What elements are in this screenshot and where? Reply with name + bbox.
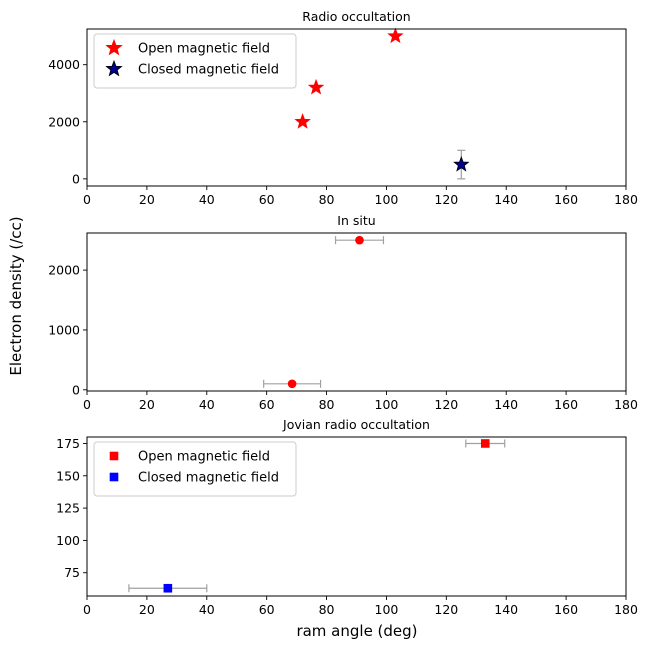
radio-occultation-xtick-label: 80 [319,192,335,207]
in-situ-xtick-label: 0 [83,397,91,412]
jovian-radio-occultation-xtick-label: 120 [434,602,458,617]
jovian-radio-occultation-ytick-label: 75 [64,565,80,580]
radio-occultation-ytick-label: 4000 [48,57,80,72]
in-situ-title: In situ [337,213,375,228]
in-situ-ytick-label: 2000 [48,263,80,278]
radio-occultation-xtick-label: 40 [199,192,215,207]
jovian-radio-occultation-frame [86,436,627,597]
radio-occultation-legend-label: Closed magnetic field [138,63,279,78]
jovian-radio-occultation-xtick-label: 140 [494,602,518,617]
jovian-radio-occultation-legend-label: Closed magnetic field [138,471,279,486]
jovian-radio-occultation-point [480,439,490,448]
figure-xlabel: ram angle (deg) [296,622,417,640]
radio-occultation-ytick-label: 0 [72,171,80,186]
jovian-radio-occultation-ytick-label: 175 [56,436,80,451]
radio-occultation-panel: Radio occultation 0 20 40 60 80 100 120 140 160 18… [48,9,638,207]
radio-occultation-ytick-label: 2000 [48,114,80,129]
radio-occultation-legend-label: Open magnetic field [138,42,270,57]
radio-occultation-xtick-label: 0 [83,192,91,207]
in-situ-xtick-label: 40 [199,397,215,412]
jovian-radio-occultation-xtick-label: 80 [319,602,335,617]
in-situ-xtick-label: 140 [494,397,518,412]
jovian-radio-occultation-xtick-label: 0 [83,602,91,617]
figure-ylabel: Electron density (/cc) [7,216,25,375]
radio-occultation-legend [93,33,297,89]
jovian-radio-occultation-xtick-label: 40 [199,602,215,617]
in-situ-ytick-label: 0 [72,382,80,397]
jovian-radio-occultation-legend-marker [109,472,119,482]
in-situ-xtick-label: 80 [319,397,335,412]
in-situ-xtick-label: 100 [375,397,399,412]
radio-occultation-xtick-label: 20 [139,192,155,207]
radio-occultation-xtick-label: 100 [375,192,399,207]
radio-occultation-xtick-label: 160 [554,192,578,207]
in-situ-xtick-label: 160 [554,397,578,412]
jovian-radio-occultation-point [163,583,173,593]
jovian-radio-occultation-xtick-label: 20 [139,602,155,617]
jovian-radio-occultation-ytick-label: 150 [56,468,80,483]
jovian-radio-occultation-legend-marker [109,451,119,461]
jovian-radio-occultation-xtick-label: 100 [375,602,399,617]
jovian-radio-occultation-ytick-label: 125 [56,501,80,516]
radio-occultation-point [453,155,470,172]
radio-occultation-title: Radio occultation [302,9,410,24]
jovian-radio-occultation-title: Jovian radio occultation [282,417,430,432]
in-situ-ytick-label: 1000 [48,322,80,337]
in-situ-xtick-label: 120 [434,397,458,412]
jovian-radio-occultation-ytick-label: 100 [56,533,80,548]
radio-occultation-frame [86,28,627,187]
in-situ-panel: In situ 0 20 40 60 80 100 120 140 160 180 0 1000 2000 [48,213,638,412]
radio-occultation-point [307,78,325,95]
in-situ-xtick-label: 60 [259,397,275,412]
radio-occultation-xtick-label: 60 [259,192,275,207]
jovian-radio-occultation-xtick-label: 160 [554,602,578,617]
radio-occultation-legend-marker [105,59,123,77]
in-situ-point [355,235,364,245]
jovian-radio-occultation-panel: Jovian radio occultation 0 20 40 60 80 100 120 1… [56,417,638,617]
radio-occultation-point [387,27,404,44]
in-situ-xtick-label: 20 [139,397,155,412]
in-situ-point [287,379,297,389]
jovian-radio-occultation-legend [93,441,297,497]
radio-occultation-legend-marker [105,38,123,56]
radio-occultation-xtick-label: 180 [614,192,638,207]
in-situ-frame [86,232,627,392]
in-situ-xtick-label: 180 [614,397,638,412]
jovian-radio-occultation-xtick-label: 60 [259,602,275,617]
jovian-radio-occultation-xtick-label: 180 [614,602,638,617]
radio-occultation-xtick-label: 120 [434,192,458,207]
jovian-radio-occultation-legend-label: Open magnetic field [138,450,270,465]
radio-occultation-xtick-label: 140 [494,192,518,207]
radio-occultation-point [294,113,311,129]
